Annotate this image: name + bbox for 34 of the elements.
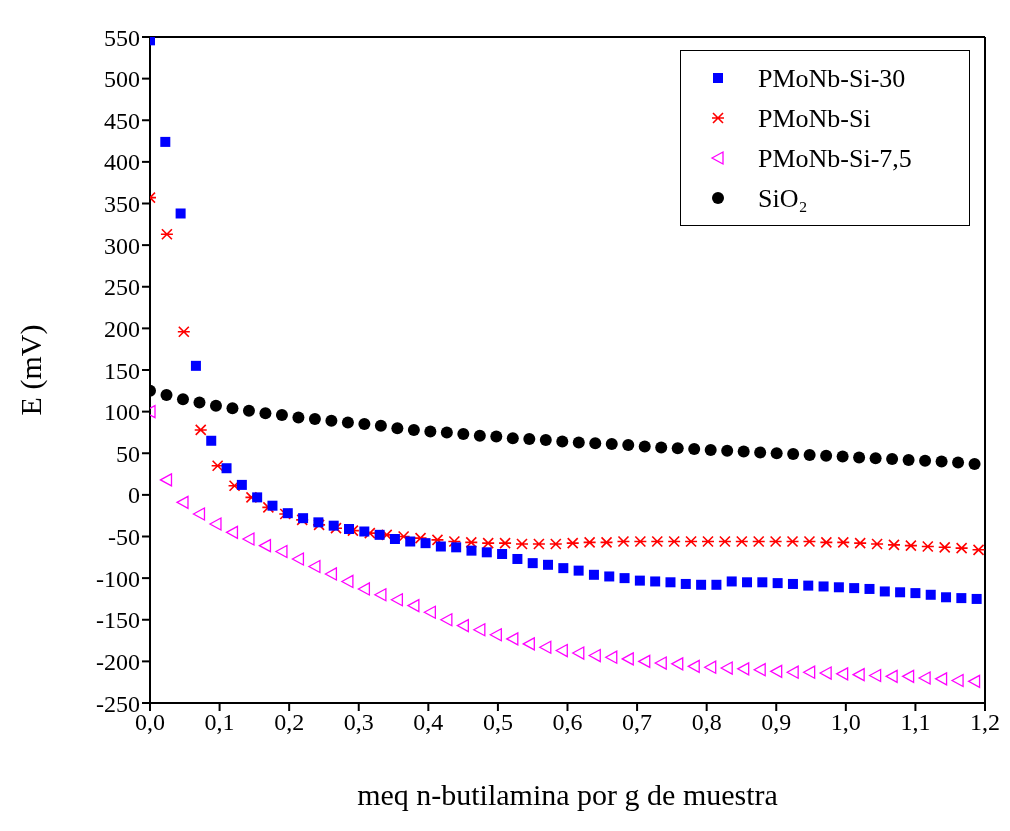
y-axis-title: E (mV) — [13, 324, 48, 416]
x-tick-label: 1,2 — [970, 709, 1000, 736]
y-tick-label: 350 — [104, 191, 140, 218]
y-tick-label: -150 — [96, 607, 140, 634]
x-tick-label: 0,7 — [622, 709, 653, 736]
y-tick-label: 50 — [116, 440, 140, 467]
y-tick-label: 150 — [104, 357, 140, 384]
y-tick-label: 250 — [104, 274, 140, 301]
x-tick-label: 1,0 — [830, 709, 861, 736]
x-tick-label: 0,1 — [204, 709, 235, 736]
y-tick-label: -200 — [96, 648, 140, 675]
y-tick-label: 200 — [104, 315, 140, 342]
y-tick-label: 450 — [104, 107, 140, 134]
x-tick-label: 0,4 — [413, 709, 444, 736]
legend-label: PMoNb-Si-7,5 — [758, 144, 912, 173]
x-tick-label: 0,9 — [761, 709, 792, 736]
y-tick-label: 0 — [128, 482, 140, 509]
x-tick-label: 1,1 — [900, 709, 931, 736]
y-tick-label: 400 — [104, 149, 140, 176]
y-tick-label: 100 — [104, 399, 140, 426]
x-tick-label: 0,5 — [482, 709, 513, 736]
y-tick-label: -50 — [108, 524, 140, 551]
x-axis-title: meq n-butilamina por g de muestra — [357, 778, 778, 811]
y-tick-label: 500 — [104, 66, 140, 93]
y-tick-label: -100 — [96, 565, 140, 592]
legend-label: SiO₂ — [758, 184, 808, 213]
x-tick-label: 0,2 — [274, 709, 305, 736]
y-tick-label: 300 — [104, 232, 140, 259]
x-tick-label: 0,8 — [691, 709, 722, 736]
x-tick-label: 0,6 — [552, 709, 583, 736]
x-tick-label: 0,3 — [343, 709, 374, 736]
legend-label: PMoNb-Si-30 — [758, 64, 906, 93]
legend-label: PMoNb-Si — [758, 104, 871, 133]
y-tick-label: 550 — [104, 24, 140, 51]
